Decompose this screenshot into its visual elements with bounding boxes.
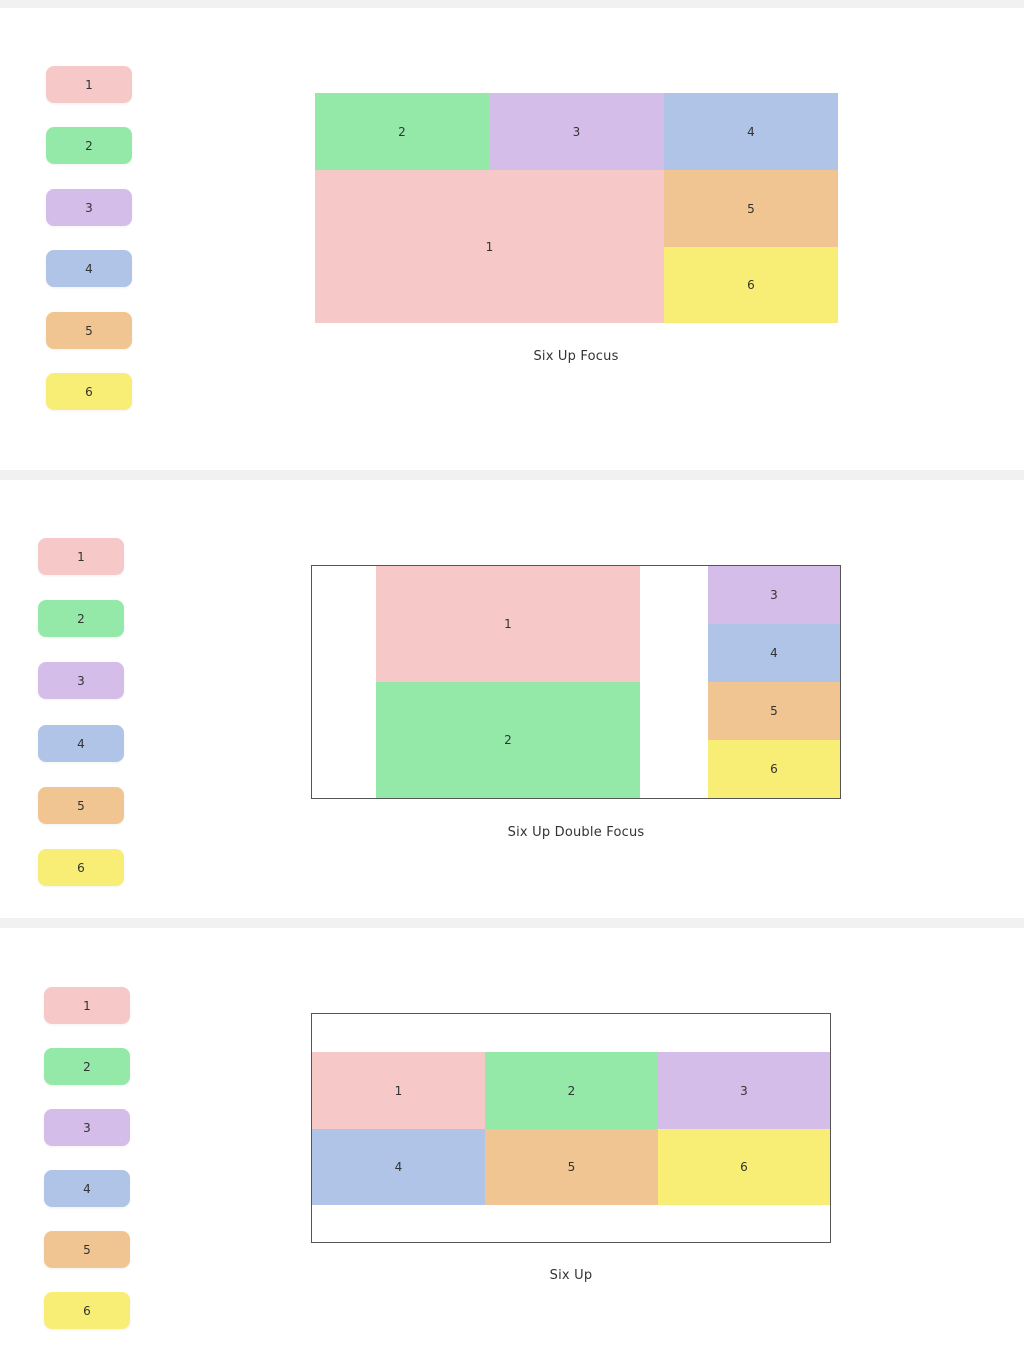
legend-chip-6[interactable]: 6 (38, 849, 124, 886)
legend-chip-2[interactable]: 2 (44, 1048, 130, 1085)
legend-chip-6[interactable]: 6 (46, 373, 132, 410)
legend-chip-1[interactable]: 1 (44, 987, 130, 1024)
cell-1: 1 (376, 566, 640, 682)
cell-4: 4 (664, 93, 838, 170)
legend-chip-5[interactable]: 5 (44, 1231, 130, 1268)
layout-panel-six-up-double-focus: 1 2 3 4 5 6 1 2 3 4 5 6 Six Up Double Fo… (0, 480, 1024, 918)
legend-chip-2[interactable]: 2 (38, 600, 124, 637)
legend-chip-1[interactable]: 1 (38, 538, 124, 575)
cell-3: 3 (489, 93, 664, 170)
cell-3: 3 (658, 1052, 830, 1129)
cell-2: 2 (376, 682, 640, 798)
cell-1: 1 (312, 1052, 485, 1129)
layout-caption: Six Up Double Focus (507, 825, 645, 840)
cell-3: 3 (708, 566, 840, 624)
layout-caption: Six Up Focus (533, 349, 619, 364)
layout-preview-six-up: 1 2 3 4 5 6 (311, 1013, 831, 1243)
cell-6: 6 (664, 247, 838, 323)
cell-1: 1 (315, 170, 664, 323)
legend-chip-4[interactable]: 4 (38, 725, 124, 762)
layout-preview-six-up-focus: 2 3 4 1 5 6 (315, 93, 838, 323)
cell-5: 5 (664, 170, 838, 247)
legend-chip-3[interactable]: 3 (46, 189, 132, 226)
cell-4: 4 (708, 624, 840, 682)
cell-4: 4 (312, 1129, 485, 1205)
legend-chip-6[interactable]: 6 (44, 1292, 130, 1329)
legend-chip-5[interactable]: 5 (38, 787, 124, 824)
cell-2: 2 (315, 93, 489, 170)
legend-chip-1[interactable]: 1 (46, 66, 132, 103)
legend-chip-3[interactable]: 3 (44, 1109, 130, 1146)
cell-5: 5 (485, 1129, 658, 1205)
cell-2: 2 (485, 1052, 658, 1129)
legend-chip-3[interactable]: 3 (38, 662, 124, 699)
cell-6: 6 (708, 740, 840, 798)
layout-panel-six-up: 1 2 3 4 5 6 1 2 3 4 5 6 Six Up (0, 928, 1024, 1356)
legend-chip-5[interactable]: 5 (46, 312, 132, 349)
layout-panel-six-up-focus: 1 2 3 4 5 6 2 3 4 1 5 6 Six Up Focus (0, 8, 1024, 470)
cell-5: 5 (708, 682, 840, 740)
legend-chip-2[interactable]: 2 (46, 127, 132, 164)
layout-preview-six-up-double-focus: 1 2 3 4 5 6 (311, 565, 841, 799)
legend-chip-4[interactable]: 4 (44, 1170, 130, 1207)
cell-6: 6 (658, 1129, 830, 1205)
legend-chip-4[interactable]: 4 (46, 250, 132, 287)
layout-caption: Six Up (549, 1268, 593, 1283)
